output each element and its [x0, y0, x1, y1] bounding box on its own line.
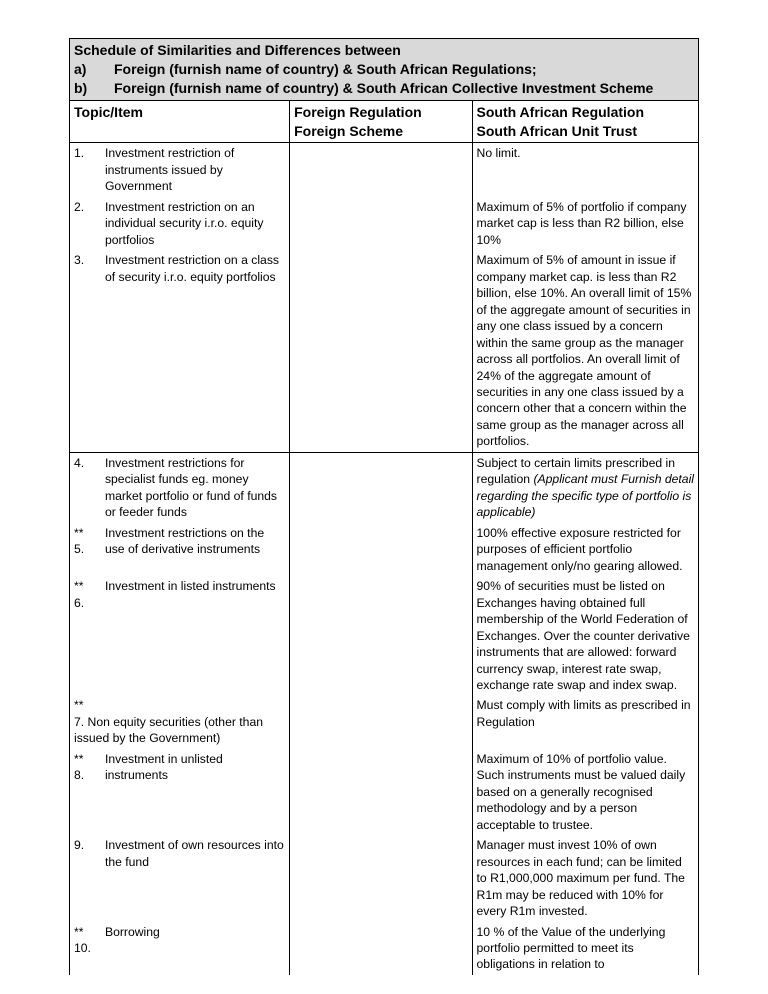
colhead-topic: Topic/Item — [70, 100, 290, 143]
row-2-sa: Maximum of 5% of portfolio if company ma… — [472, 197, 698, 250]
header-title: Schedule of Similarities and Differences… — [74, 41, 694, 60]
colhead-sa: South African Regulation South African U… — [472, 100, 698, 143]
row-1-num: 1. — [70, 143, 101, 197]
row-1-foreign — [290, 143, 472, 197]
row-5: ** 5. Investment restrictions on the use… — [70, 523, 699, 576]
row-5-sa: 100% effective exposure restricted for p… — [472, 523, 698, 576]
schedule-header: Schedule of Similarities and Differences… — [70, 39, 699, 101]
row-9: 9. Investment of own resources into the … — [70, 835, 699, 921]
row-4-foreign — [290, 452, 472, 522]
row-4-topic: Investment restrictions for specialist f… — [101, 452, 290, 522]
row-10-num: ** 10. — [70, 922, 101, 975]
row-3-sa: Maximum of 5% of amount in issue if comp… — [472, 250, 698, 452]
header-b-text: Foreign (furnish name of country) & Sout… — [114, 79, 653, 98]
header-a-prefix: a) — [74, 60, 114, 79]
colhead-sa-1: South African Regulation — [477, 104, 644, 120]
row-6-topic: Investment in listed instruments — [101, 576, 290, 695]
row-5-num: ** 5. — [70, 523, 101, 576]
schedule-table: Schedule of Similarities and Differences… — [69, 38, 699, 975]
header-a-text: Foreign (furnish name of country) & Sout… — [114, 60, 537, 79]
row-3-foreign — [290, 250, 472, 452]
row-2-foreign — [290, 197, 472, 250]
row-6-foreign — [290, 576, 472, 695]
row-10-topic: Borrowing — [101, 922, 290, 975]
row-7-topic: ** 7. Non equity securities (other than … — [70, 695, 290, 748]
row-2-num: 2. — [70, 197, 101, 250]
colhead-foreign: Foreign Regulation Foreign Scheme — [290, 100, 472, 143]
row-3-num: 3. — [70, 250, 101, 452]
row-8-sa: Maximum of 10% of portfolio value. Such … — [472, 749, 698, 835]
row-5-foreign — [290, 523, 472, 576]
row-7-prefix: ** — [74, 697, 285, 713]
row-6-num: ** 6. — [70, 576, 101, 695]
row-7-sa: Must comply with limits as prescribed in… — [472, 695, 698, 748]
row-2: 2. Investment restriction on an individu… — [70, 197, 699, 250]
header-b-prefix: b) — [74, 79, 114, 98]
row-9-foreign — [290, 835, 472, 921]
row-9-sa: Manager must invest 10% of own resources… — [472, 835, 698, 921]
row-7: ** 7. Non equity securities (other than … — [70, 695, 699, 748]
row-10-sa: 10 % of the Value of the underlying port… — [472, 922, 698, 975]
row-1-sa: No limit. — [472, 143, 698, 197]
colhead-foreign-1: Foreign Regulation — [294, 104, 422, 120]
row-4-sa: Subject to certain limits prescribed in … — [472, 452, 698, 522]
row-9-num: 9. — [70, 835, 101, 921]
page: Schedule of Similarities and Differences… — [69, 38, 699, 994]
row-8-num: ** 8. — [70, 749, 101, 835]
row-6: ** 6. Investment in listed instruments 9… — [70, 576, 699, 695]
row-4-num: 4. — [70, 452, 101, 522]
colhead-sa-2: South African Unit Trust — [477, 123, 637, 139]
row-4: 4. Investment restrictions for specialis… — [70, 452, 699, 522]
row-9-topic: Investment of own resources into the fun… — [101, 835, 290, 921]
row-8-topic: Investment in unlisted instruments — [101, 749, 290, 835]
colhead-foreign-2: Foreign Scheme — [294, 123, 403, 139]
row-10-foreign — [290, 922, 472, 975]
row-7-foreign — [290, 695, 472, 748]
row-3-topic: Investment restriction on a class of sec… — [101, 250, 290, 452]
row-10: ** 10. Borrowing 10 % of the Value of th… — [70, 922, 699, 975]
row-8: ** 8. Investment in unlisted instruments… — [70, 749, 699, 835]
row-6-sa: 90% of securities must be listed on Exch… — [472, 576, 698, 695]
row-1-topic: Investment restriction of instruments is… — [101, 143, 290, 197]
row-1: 1. Investment restriction of instruments… — [70, 143, 699, 197]
row-5-topic: Investment restrictions on the use of de… — [101, 523, 290, 576]
row-3: 3. Investment restriction on a class of … — [70, 250, 699, 452]
row-8-foreign — [290, 749, 472, 835]
row-7-text: 7. Non equity securities (other than iss… — [74, 714, 285, 747]
row-2-topic: Investment restriction on an individual … — [101, 197, 290, 250]
